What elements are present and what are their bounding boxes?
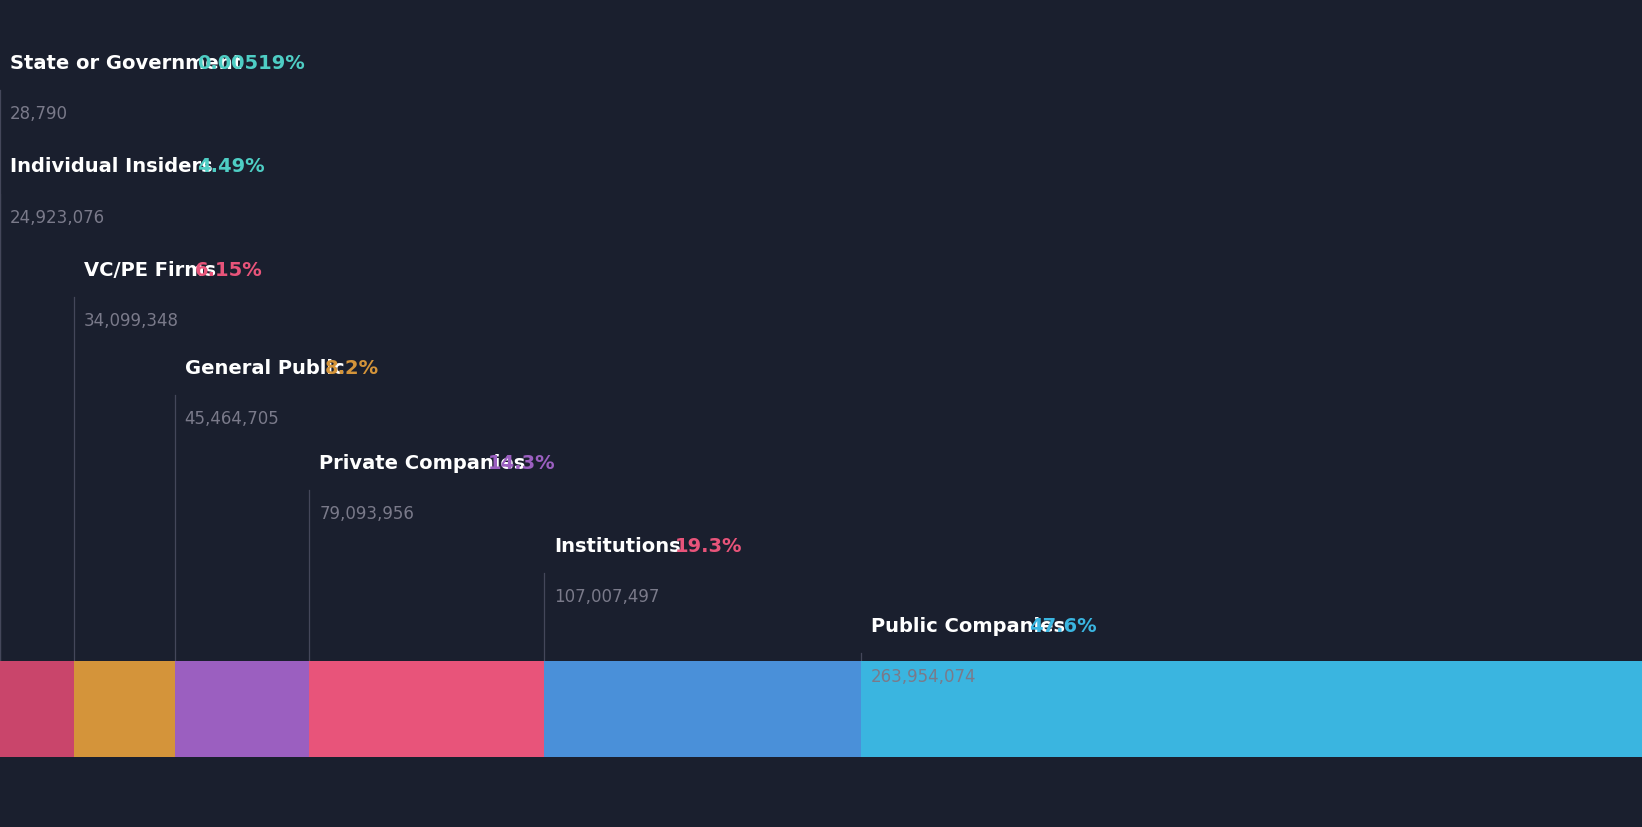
Bar bbox=[0, 662, 74, 757]
Text: Individual Insiders: Individual Insiders bbox=[10, 157, 212, 176]
Text: Private Companies: Private Companies bbox=[319, 453, 525, 472]
Text: General Public: General Public bbox=[184, 358, 345, 377]
Bar bbox=[860, 662, 1642, 757]
Text: 107,007,497: 107,007,497 bbox=[553, 587, 658, 605]
Text: 45,464,705: 45,464,705 bbox=[184, 409, 279, 428]
Text: 6.15%: 6.15% bbox=[195, 261, 263, 280]
Bar bbox=[74, 662, 174, 757]
Text: 4.49%: 4.49% bbox=[197, 157, 264, 176]
Text: 24,923,076: 24,923,076 bbox=[10, 208, 105, 227]
Text: 0.00519%: 0.00519% bbox=[197, 54, 305, 73]
Bar bbox=[174, 662, 309, 757]
Bar bbox=[309, 662, 544, 757]
Text: State or Government: State or Government bbox=[10, 54, 241, 73]
Text: 47.6%: 47.6% bbox=[1030, 616, 1097, 635]
Text: 263,954,074: 263,954,074 bbox=[870, 667, 975, 686]
Bar bbox=[544, 662, 860, 757]
Text: 8.2%: 8.2% bbox=[325, 358, 379, 377]
Text: 14.3%: 14.3% bbox=[488, 453, 555, 472]
Text: Institutions: Institutions bbox=[553, 536, 680, 555]
Text: 19.3%: 19.3% bbox=[675, 536, 742, 555]
Text: Public Companies: Public Companies bbox=[870, 616, 1064, 635]
Text: 34,099,348: 34,099,348 bbox=[84, 312, 179, 330]
Text: VC/PE Firms: VC/PE Firms bbox=[84, 261, 215, 280]
Text: 79,093,956: 79,093,956 bbox=[319, 504, 414, 523]
Text: 28,790: 28,790 bbox=[10, 105, 67, 123]
